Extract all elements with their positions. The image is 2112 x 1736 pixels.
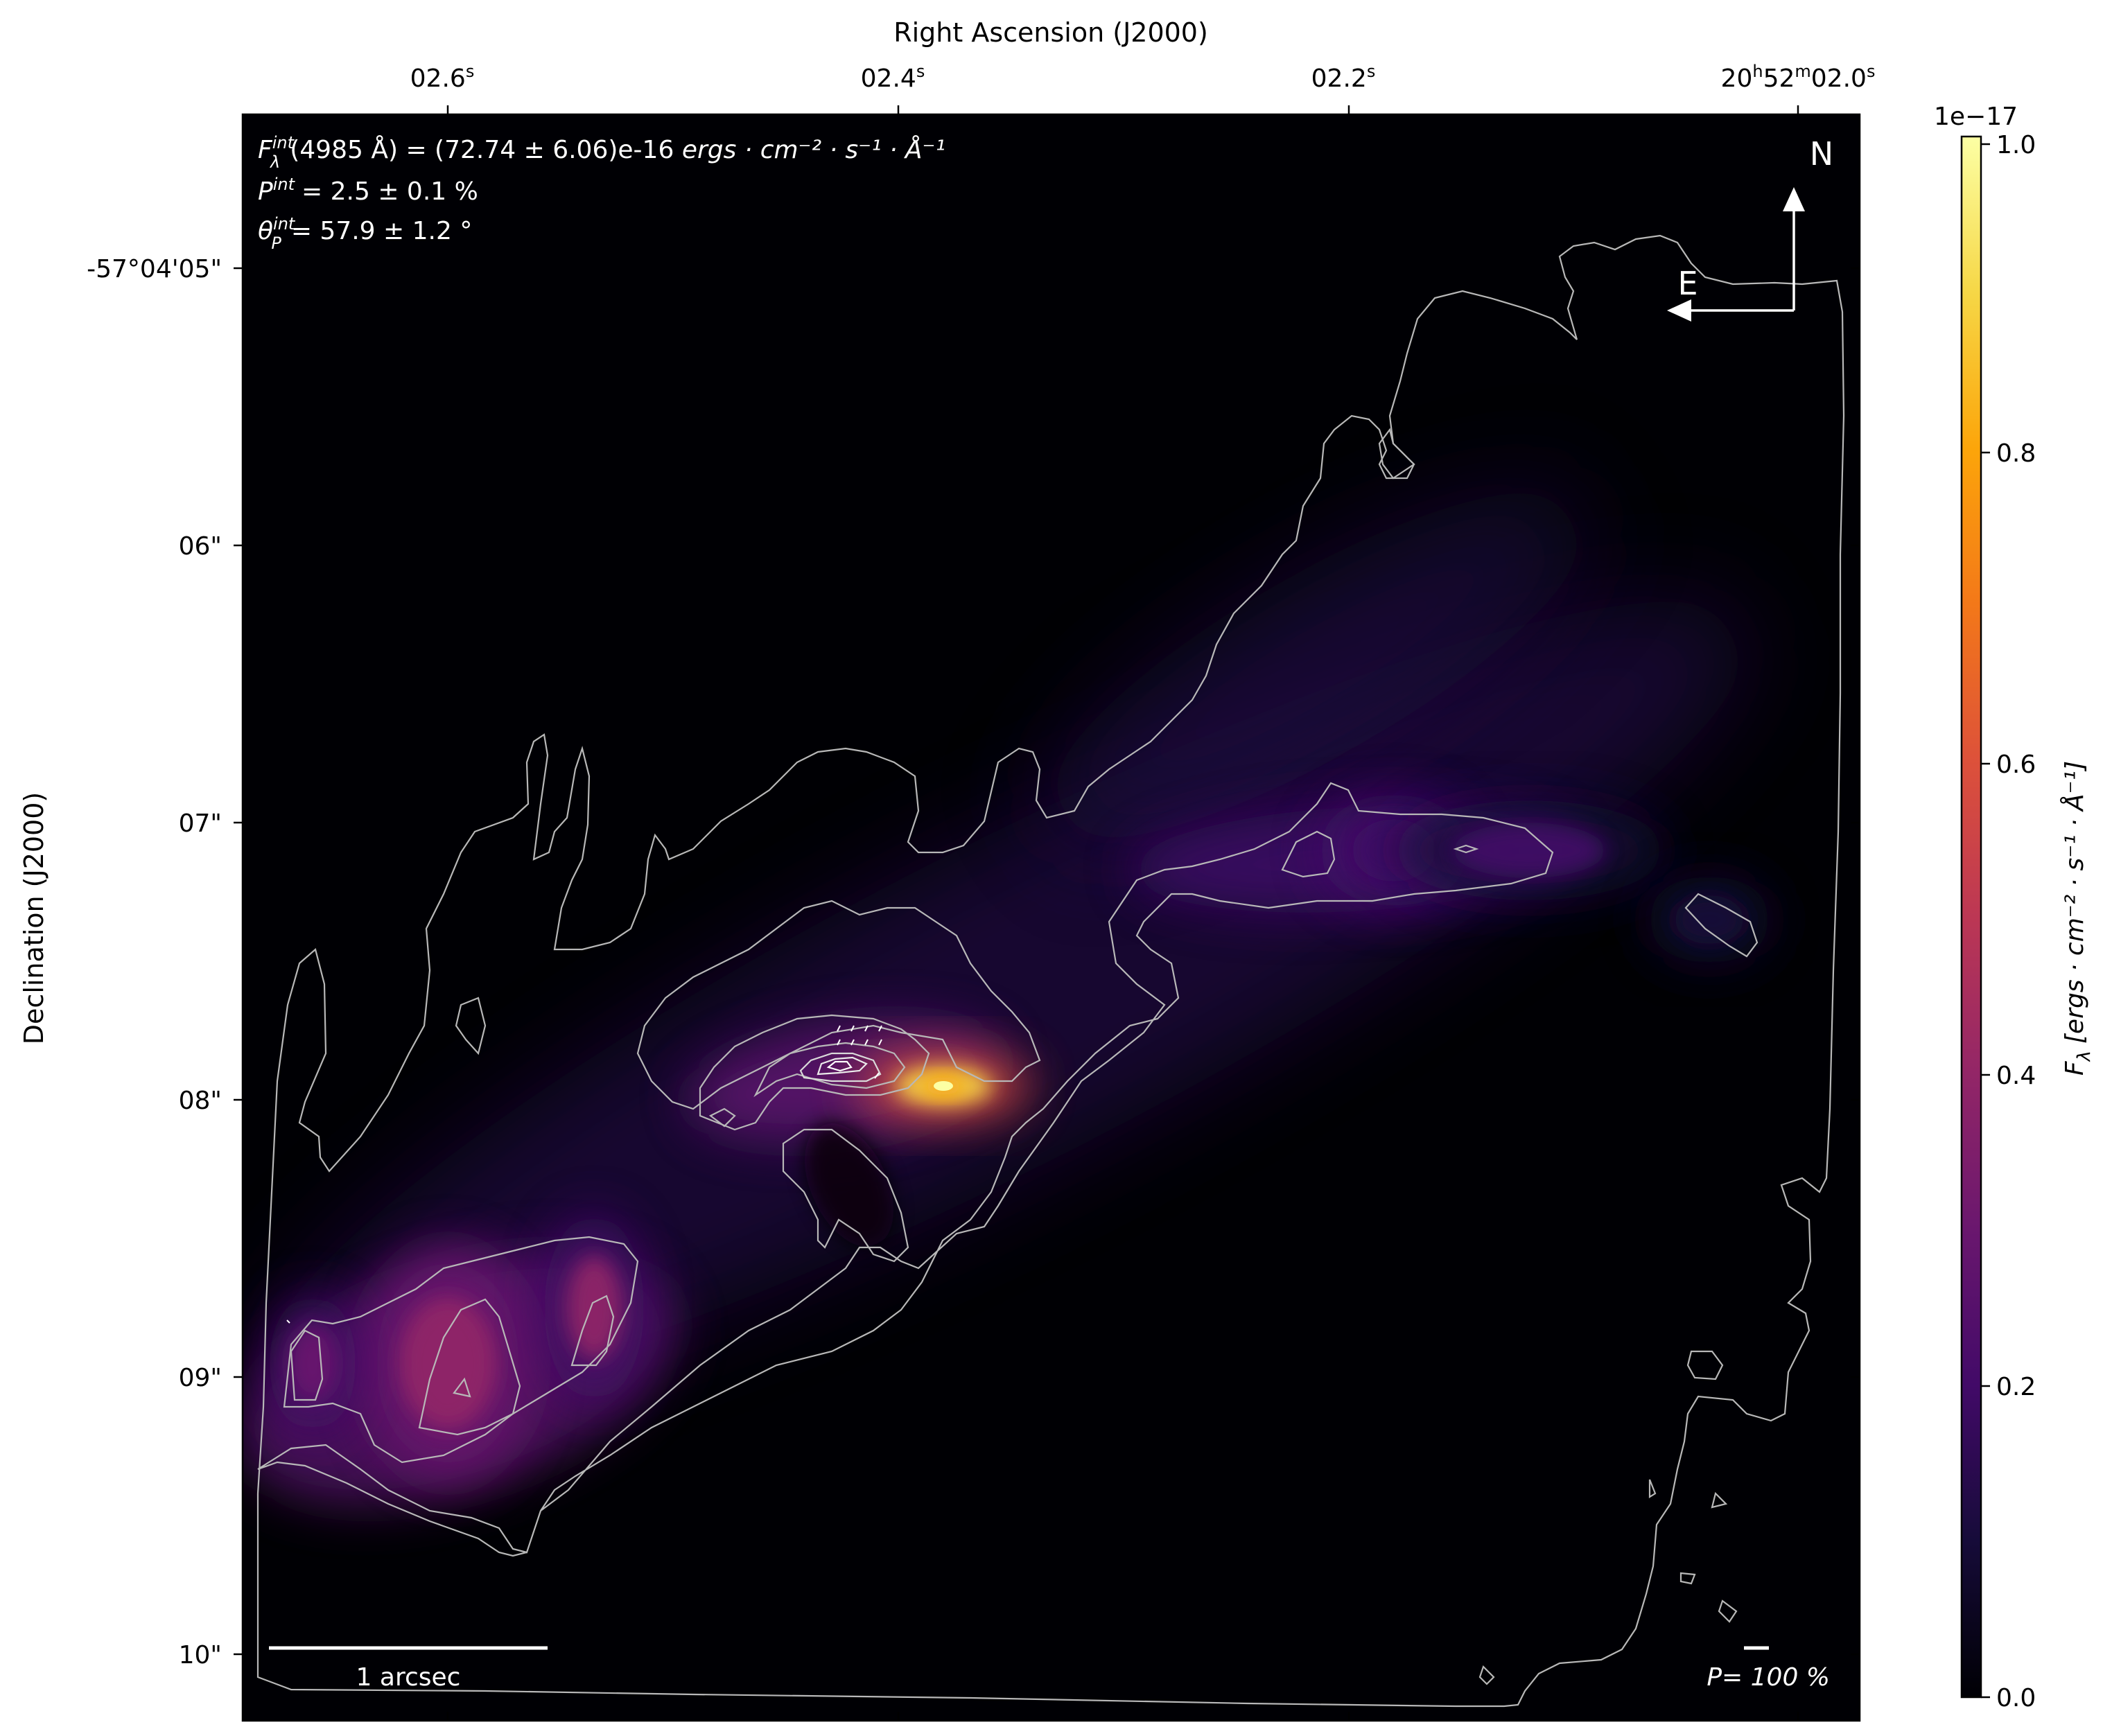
dec-tick-label: 10" [179, 1641, 222, 1669]
contour-nucleus-knot [708, 1107, 736, 1128]
colorbar-gradient [1960, 135, 1982, 1699]
pol-vector [837, 1039, 841, 1046]
contour-ne-tail [1453, 844, 1479, 854]
colorbar-scale-factor: 1e−17 [1934, 103, 2018, 131]
dec-tick-label: 09" [179, 1364, 222, 1392]
diffuse-filament-ne [1042, 491, 1591, 840]
contour-sw-lobe-1 [283, 1236, 639, 1464]
contour-level-1 [257, 782, 1554, 1557]
east-island-contour [1684, 893, 1758, 958]
pol-vector [850, 1039, 855, 1046]
colorbar-tick-label: 0.0 [1996, 1684, 2036, 1712]
ra-tick-label: 20h52m02.0s [1721, 62, 1876, 93]
ra-tick-labels: 02.6s 02.4s 02.2s 20h52m02.0s [410, 62, 1876, 93]
polarization-scale: P= 100 % [1707, 1646, 1830, 1692]
south-island-contour-2 [1478, 1479, 1738, 1685]
pol-vector [864, 1025, 869, 1032]
pol-vector [874, 1072, 880, 1079]
pol-vector [286, 1319, 290, 1324]
pol-scale-label: P= 100 % [1707, 1663, 1830, 1692]
colorbar-tick-label: 0.2 [1996, 1373, 2036, 1401]
flux-contours [256, 234, 1845, 1708]
colorbar-label: Fλ[ergs · cm⁻² · s⁻¹ · Å⁻¹] [2059, 761, 2095, 1076]
pol-vector [878, 1025, 882, 1032]
emission-peak [566, 1256, 622, 1360]
contour-sw-lobe-4 [453, 1377, 471, 1398]
pol-vector [878, 1039, 882, 1046]
west-island-contour [455, 997, 487, 1055]
compass-north-label: N [1810, 135, 1833, 173]
dec-tick-labels: -57°04'05" 06" 07" 08" 09" 10" [87, 255, 222, 1669]
colorbar-tick-label: 0.6 [1996, 751, 2036, 779]
plot-frame [241, 113, 1861, 1722]
integrated-values-annotation: Fint λ (4985 Å) = (72.74 ± 6.06)e-16 ergs … [258, 133, 945, 253]
north-arrowhead-icon [1783, 187, 1805, 211]
outer-contour [256, 234, 1845, 1708]
ra-tick-label: 02.2s [1311, 62, 1376, 93]
contour-dark-hole [782, 1128, 909, 1263]
contour-sw-lobe-2 [418, 1298, 521, 1436]
contour-nucleus-6 [826, 1060, 853, 1072]
dec-tick-label: 06" [179, 532, 222, 561]
arcsec-scale-label: 1 arcsec [356, 1663, 461, 1692]
pol-vector [864, 1039, 869, 1046]
colorbar-tick-label: 1.0 [1996, 131, 2036, 159]
dec-axis-title: Declination (J2000) [19, 792, 49, 1044]
contour-nucleus-4 [799, 1052, 882, 1082]
pol-vector [850, 1025, 855, 1032]
compass-east-label: E [1677, 265, 1698, 302]
scale-bar: 1 arcsec [269, 1646, 548, 1692]
emission-peak [288, 1325, 337, 1401]
contour-nucleus-outer [636, 900, 1041, 1110]
dark-lane [804, 1123, 894, 1247]
dec-tick-label: -57°04'05" [87, 255, 222, 283]
east-arrowhead-icon [1667, 299, 1691, 322]
axis-ticks [234, 105, 1860, 1721]
dec-tick-label: 07" [179, 809, 222, 838]
colorbar-tick-labels: 0.0 0.2 0.4 0.6 0.8 1.0 [1996, 131, 2036, 1712]
polarization-vectors [286, 1025, 882, 1324]
colorbar: 0.0 0.2 0.4 0.6 0.8 1.0 1e−17 Fλ[ergs · … [1934, 103, 2095, 1712]
contour-nucleus-5 [817, 1056, 868, 1076]
ra-tick-label: 02.6s [410, 62, 475, 93]
colorbar-tick-label: 0.8 [1996, 439, 2036, 468]
contour-sw-lobe-3 [570, 1295, 615, 1367]
dec-tick-label: 08" [179, 1087, 222, 1115]
emission-peak [1453, 823, 1605, 878]
south-island-contour-1 [1686, 1350, 1724, 1380]
emission-peak-max [934, 1081, 953, 1091]
north-hole-contour [1378, 428, 1415, 480]
colorbar-tick-label: 0.4 [1996, 1062, 2036, 1090]
flux-annotation: Fint λ (4985 Å) = (72.74 ± 6.06)e-16 ergs … [258, 133, 945, 172]
ra-tick-label: 02.4s [861, 62, 925, 93]
contour-nucleus-2 [699, 1014, 930, 1131]
emission-peak [399, 1297, 496, 1429]
emission-peak [1675, 895, 1744, 944]
polarization-annotation: Pint = 2.5 ± 0.1 % [258, 175, 478, 206]
compass-rose: N E [1667, 135, 1833, 322]
ra-axis-title: Right Ascension (J2000) [893, 17, 1208, 48]
contour-west-knot [290, 1329, 324, 1401]
contour-ne-knot [1281, 830, 1336, 878]
pol-vector [837, 1025, 841, 1032]
angle-annotation: θint P = 57.9 ± 1.2 ° [258, 214, 472, 253]
colorbar-ticks [1981, 143, 1990, 1699]
